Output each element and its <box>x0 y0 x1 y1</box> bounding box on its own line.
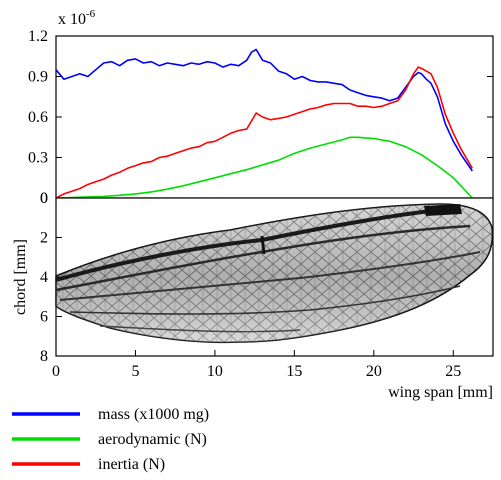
wing-image <box>55 203 494 344</box>
wing-shading <box>56 204 493 343</box>
span-x-tick-label: 20 <box>366 363 382 380</box>
wing-plot-y-ticks: 2 4 6 8 0 <box>40 190 62 365</box>
chord-y-tick-label: 4 <box>40 269 48 286</box>
force-y-tick-label: 1.2 <box>28 28 48 45</box>
wing-pterostigma <box>424 204 462 216</box>
wing-plot-x-ticks: 0 5 10 15 20 25 <box>52 350 461 380</box>
wing-cubitus-vein <box>99 325 301 333</box>
wing-radius-vein <box>59 251 481 301</box>
wing-subcosta-vein <box>55 224 471 292</box>
legend-label-2: aerodynamic (N) <box>98 431 207 448</box>
span-x-tick-label: 15 <box>286 363 302 380</box>
force-y-tick-label: 0.3 <box>28 150 48 167</box>
span-x-tick-label: 5 <box>131 363 139 380</box>
multiplier-label: x 10-6 <box>58 8 96 28</box>
force-y-tick-label: 0 <box>40 190 48 207</box>
span-x-tick-label: 25 <box>445 363 461 380</box>
shared-zero-tick-label: 0 <box>40 190 48 207</box>
wing-media-vein <box>69 285 461 315</box>
series-line-2 <box>55 136 473 199</box>
chord-y-tick-label: 2 <box>40 230 48 247</box>
legend-label-1: mass (x1000 mg) <box>98 406 209 423</box>
series-line-1 <box>55 48 473 172</box>
span-x-tick-label: 10 <box>207 363 223 380</box>
legend-label-3: inertia (N) <box>98 456 165 473</box>
force-plot: 0 0.3 0.6 0.9 1.2 x 10-6 <box>28 8 494 207</box>
force-plot-frame <box>55 35 494 199</box>
force-plot-series <box>55 48 473 199</box>
y-axis-label: chord [mm] <box>12 239 29 315</box>
x-axis-label: wing span [mm] <box>388 384 493 401</box>
span-x-tick-label: 0 <box>52 363 60 380</box>
force-y-tick-label: 0.9 <box>28 69 48 86</box>
series-line-3 <box>55 66 473 199</box>
chord-y-tick-label: 6 <box>40 309 48 326</box>
legend: mass (x1000 mg) aerodynamic (N) inertia (N… <box>12 406 209 473</box>
force-plot-y-ticks: 0 0.3 0.6 0.9 1.2 <box>28 28 493 207</box>
force-y-tick-label: 0.6 <box>28 109 48 126</box>
wing-nodus <box>260 235 266 255</box>
chord-y-tick-label: 8 <box>40 348 48 365</box>
